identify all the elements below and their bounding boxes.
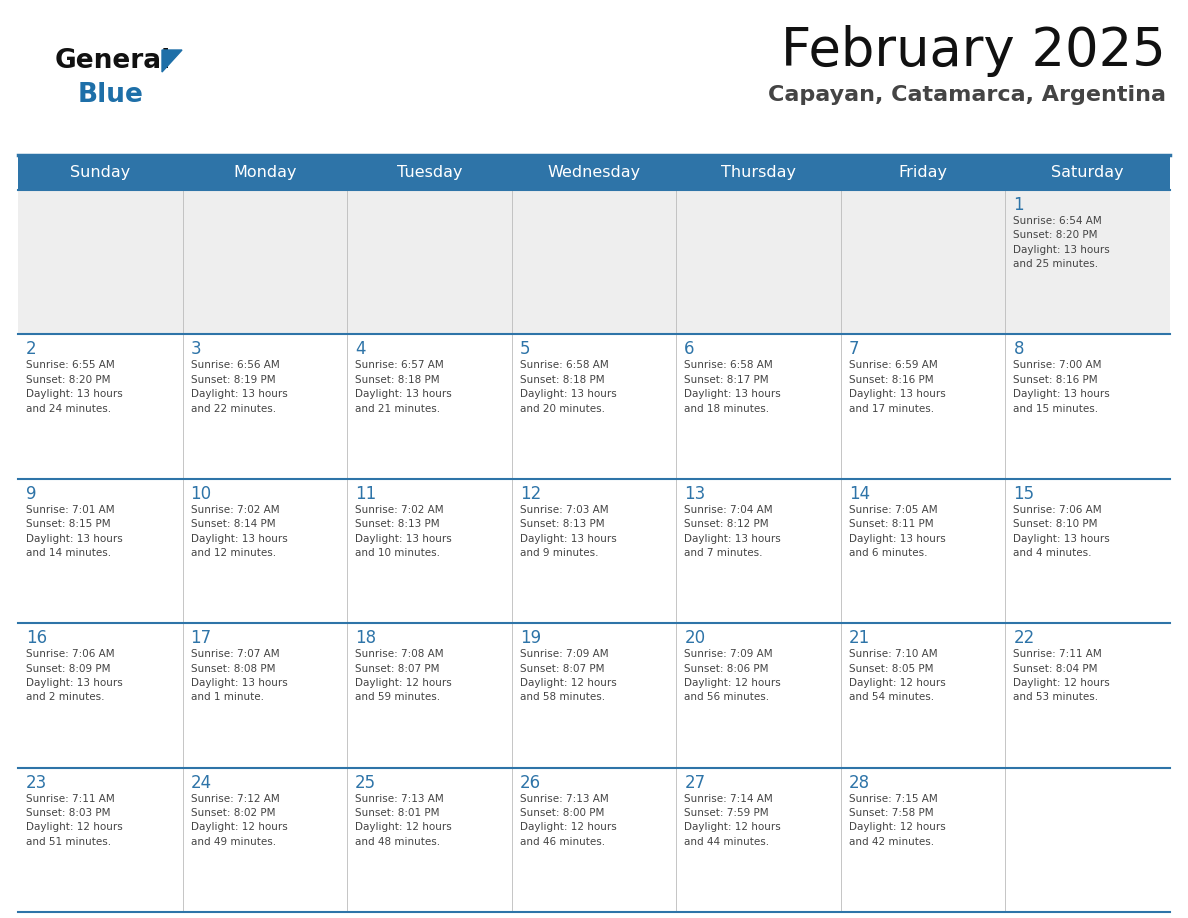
Text: 3: 3 xyxy=(190,341,201,358)
Polygon shape xyxy=(162,50,182,72)
Text: Sunrise: 7:02 AM
Sunset: 8:13 PM
Daylight: 13 hours
and 10 minutes.: Sunrise: 7:02 AM Sunset: 8:13 PM Dayligh… xyxy=(355,505,451,558)
Text: Sunrise: 6:57 AM
Sunset: 8:18 PM
Daylight: 13 hours
and 21 minutes.: Sunrise: 6:57 AM Sunset: 8:18 PM Dayligh… xyxy=(355,361,451,414)
Text: Sunrise: 7:14 AM
Sunset: 7:59 PM
Daylight: 12 hours
and 44 minutes.: Sunrise: 7:14 AM Sunset: 7:59 PM Dayligh… xyxy=(684,793,781,846)
Text: 18: 18 xyxy=(355,629,377,647)
Text: 11: 11 xyxy=(355,485,377,503)
Bar xyxy=(18,190,1170,334)
Text: 14: 14 xyxy=(849,485,870,503)
Text: 16: 16 xyxy=(26,629,48,647)
Text: Monday: Monday xyxy=(233,165,297,180)
Text: Sunrise: 6:55 AM
Sunset: 8:20 PM
Daylight: 13 hours
and 24 minutes.: Sunrise: 6:55 AM Sunset: 8:20 PM Dayligh… xyxy=(26,361,122,414)
Text: Sunrise: 7:01 AM
Sunset: 8:15 PM
Daylight: 13 hours
and 14 minutes.: Sunrise: 7:01 AM Sunset: 8:15 PM Dayligh… xyxy=(26,505,122,558)
Text: 24: 24 xyxy=(190,774,211,791)
Text: 10: 10 xyxy=(190,485,211,503)
Text: Sunrise: 7:07 AM
Sunset: 8:08 PM
Daylight: 13 hours
and 1 minute.: Sunrise: 7:07 AM Sunset: 8:08 PM Dayligh… xyxy=(190,649,287,702)
Text: Tuesday: Tuesday xyxy=(397,165,462,180)
Text: Capayan, Catamarca, Argentina: Capayan, Catamarca, Argentina xyxy=(767,85,1165,105)
Text: Sunrise: 7:03 AM
Sunset: 8:13 PM
Daylight: 13 hours
and 9 minutes.: Sunrise: 7:03 AM Sunset: 8:13 PM Dayligh… xyxy=(519,505,617,558)
Text: 17: 17 xyxy=(190,629,211,647)
Text: 12: 12 xyxy=(519,485,541,503)
Text: 26: 26 xyxy=(519,774,541,791)
Text: Sunrise: 7:11 AM
Sunset: 8:04 PM
Daylight: 12 hours
and 53 minutes.: Sunrise: 7:11 AM Sunset: 8:04 PM Dayligh… xyxy=(1013,649,1110,702)
Text: Sunrise: 7:09 AM
Sunset: 8:06 PM
Daylight: 12 hours
and 56 minutes.: Sunrise: 7:09 AM Sunset: 8:06 PM Dayligh… xyxy=(684,649,781,702)
Text: 13: 13 xyxy=(684,485,706,503)
Text: Sunrise: 7:11 AM
Sunset: 8:03 PM
Daylight: 12 hours
and 51 minutes.: Sunrise: 7:11 AM Sunset: 8:03 PM Dayligh… xyxy=(26,793,122,846)
Text: Sunrise: 6:56 AM
Sunset: 8:19 PM
Daylight: 13 hours
and 22 minutes.: Sunrise: 6:56 AM Sunset: 8:19 PM Dayligh… xyxy=(190,361,287,414)
Text: Sunrise: 7:13 AM
Sunset: 8:01 PM
Daylight: 12 hours
and 48 minutes.: Sunrise: 7:13 AM Sunset: 8:01 PM Dayligh… xyxy=(355,793,451,846)
Text: 15: 15 xyxy=(1013,485,1035,503)
Text: 1: 1 xyxy=(1013,196,1024,214)
Text: 21: 21 xyxy=(849,629,870,647)
Text: 23: 23 xyxy=(26,774,48,791)
Text: 25: 25 xyxy=(355,774,377,791)
Text: 27: 27 xyxy=(684,774,706,791)
Bar xyxy=(18,155,1170,190)
Text: Sunrise: 7:06 AM
Sunset: 8:10 PM
Daylight: 13 hours
and 4 minutes.: Sunrise: 7:06 AM Sunset: 8:10 PM Dayligh… xyxy=(1013,505,1110,558)
Text: Sunrise: 6:59 AM
Sunset: 8:16 PM
Daylight: 13 hours
and 17 minutes.: Sunrise: 6:59 AM Sunset: 8:16 PM Dayligh… xyxy=(849,361,946,414)
Text: 7: 7 xyxy=(849,341,859,358)
Text: 9: 9 xyxy=(26,485,37,503)
Text: 6: 6 xyxy=(684,341,695,358)
Text: 8: 8 xyxy=(1013,341,1024,358)
Text: 19: 19 xyxy=(519,629,541,647)
Text: 4: 4 xyxy=(355,341,366,358)
Text: Sunrise: 7:13 AM
Sunset: 8:00 PM
Daylight: 12 hours
and 46 minutes.: Sunrise: 7:13 AM Sunset: 8:00 PM Dayligh… xyxy=(519,793,617,846)
Text: Thursday: Thursday xyxy=(721,165,796,180)
Text: Sunrise: 7:10 AM
Sunset: 8:05 PM
Daylight: 12 hours
and 54 minutes.: Sunrise: 7:10 AM Sunset: 8:05 PM Dayligh… xyxy=(849,649,946,702)
Text: Blue: Blue xyxy=(78,82,144,108)
Text: 5: 5 xyxy=(519,341,530,358)
Text: Sunrise: 7:00 AM
Sunset: 8:16 PM
Daylight: 13 hours
and 15 minutes.: Sunrise: 7:00 AM Sunset: 8:16 PM Dayligh… xyxy=(1013,361,1110,414)
Text: Sunrise: 7:09 AM
Sunset: 8:07 PM
Daylight: 12 hours
and 58 minutes.: Sunrise: 7:09 AM Sunset: 8:07 PM Dayligh… xyxy=(519,649,617,702)
Text: 20: 20 xyxy=(684,629,706,647)
Text: Sunday: Sunday xyxy=(70,165,131,180)
Text: Sunrise: 7:06 AM
Sunset: 8:09 PM
Daylight: 13 hours
and 2 minutes.: Sunrise: 7:06 AM Sunset: 8:09 PM Dayligh… xyxy=(26,649,122,702)
Text: Sunrise: 7:04 AM
Sunset: 8:12 PM
Daylight: 13 hours
and 7 minutes.: Sunrise: 7:04 AM Sunset: 8:12 PM Dayligh… xyxy=(684,505,781,558)
Text: Sunrise: 6:58 AM
Sunset: 8:17 PM
Daylight: 13 hours
and 18 minutes.: Sunrise: 6:58 AM Sunset: 8:17 PM Dayligh… xyxy=(684,361,781,414)
Text: 22: 22 xyxy=(1013,629,1035,647)
Text: Friday: Friday xyxy=(898,165,948,180)
Text: Sunrise: 6:58 AM
Sunset: 8:18 PM
Daylight: 13 hours
and 20 minutes.: Sunrise: 6:58 AM Sunset: 8:18 PM Dayligh… xyxy=(519,361,617,414)
Text: Sunrise: 7:15 AM
Sunset: 7:58 PM
Daylight: 12 hours
and 42 minutes.: Sunrise: 7:15 AM Sunset: 7:58 PM Dayligh… xyxy=(849,793,946,846)
Text: Wednesday: Wednesday xyxy=(548,165,640,180)
Text: Sunrise: 7:08 AM
Sunset: 8:07 PM
Daylight: 12 hours
and 59 minutes.: Sunrise: 7:08 AM Sunset: 8:07 PM Dayligh… xyxy=(355,649,451,702)
Text: 2: 2 xyxy=(26,341,37,358)
Text: Saturday: Saturday xyxy=(1051,165,1124,180)
Text: February 2025: February 2025 xyxy=(782,25,1165,77)
Text: Sunrise: 7:05 AM
Sunset: 8:11 PM
Daylight: 13 hours
and 6 minutes.: Sunrise: 7:05 AM Sunset: 8:11 PM Dayligh… xyxy=(849,505,946,558)
Text: 28: 28 xyxy=(849,774,870,791)
Text: Sunrise: 7:02 AM
Sunset: 8:14 PM
Daylight: 13 hours
and 12 minutes.: Sunrise: 7:02 AM Sunset: 8:14 PM Dayligh… xyxy=(190,505,287,558)
Text: Sunrise: 6:54 AM
Sunset: 8:20 PM
Daylight: 13 hours
and 25 minutes.: Sunrise: 6:54 AM Sunset: 8:20 PM Dayligh… xyxy=(1013,216,1110,269)
Text: Sunrise: 7:12 AM
Sunset: 8:02 PM
Daylight: 12 hours
and 49 minutes.: Sunrise: 7:12 AM Sunset: 8:02 PM Dayligh… xyxy=(190,793,287,846)
Text: General: General xyxy=(55,48,171,74)
